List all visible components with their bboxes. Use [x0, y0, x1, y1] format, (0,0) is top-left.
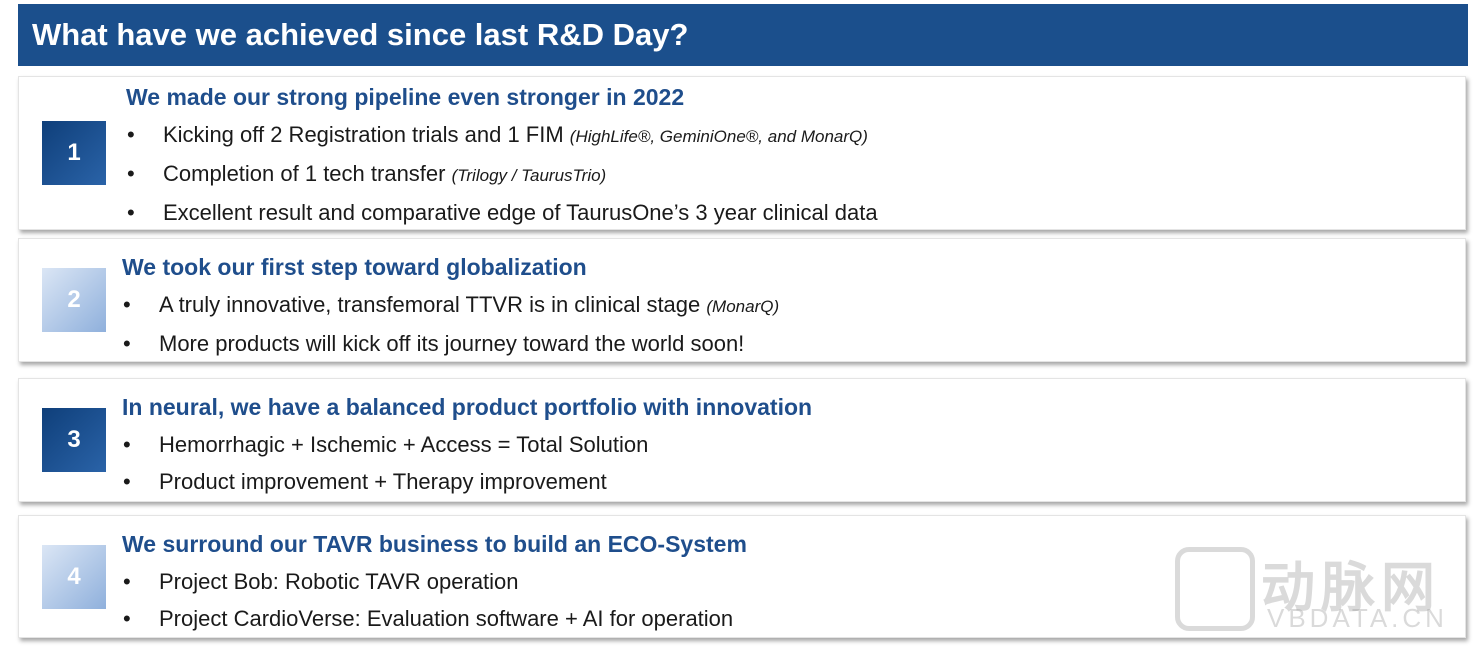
bullet: Excellent result and comparative edge of… — [126, 194, 878, 231]
bullet: Completion of 1 tech transfer (Trilogy /… — [126, 155, 878, 194]
bullet-text: Hemorrhagic + Ischemic + Access = Total … — [159, 432, 649, 457]
title-bar: What have we achieved since last R&D Day… — [18, 4, 1468, 66]
section-number: 3 — [42, 408, 106, 472]
bullet-text: Project CardioVerse: Evaluation software… — [159, 606, 734, 631]
bullet-text: Product improvement + Therapy improvemen… — [159, 469, 607, 494]
bullet-text: A truly innovative, transfemoral TTVR is… — [159, 292, 701, 317]
section-body: We made our strong pipeline even stronge… — [126, 79, 878, 231]
section: 3 In neural, we have a balanced product p… — [18, 378, 1466, 502]
bullet: Kicking off 2 Registration trials and 1 … — [126, 116, 878, 155]
bullet-text: Excellent result and comparative edge of… — [163, 200, 878, 225]
section-number: 2 — [42, 268, 106, 332]
section-number: 4 — [42, 544, 106, 609]
bullet: Project Bob: Robotic TAVR operation — [122, 563, 747, 600]
section: 2 We took our first step toward globaliza… — [18, 238, 1466, 362]
bullet-text: More products will kick off its journey … — [159, 331, 745, 356]
section-heading: We took our first step toward globalizat… — [122, 254, 587, 280]
section-body: We took our first step toward globalizat… — [122, 249, 779, 362]
section-number: 1 — [42, 121, 106, 185]
bullet-text: Completion of 1 tech transfer — [163, 161, 446, 186]
bullet-note: (HighLife®, GeminiOne®, and MonarQ) — [569, 127, 868, 146]
bullet-note: (MonarQ) — [706, 297, 780, 316]
bullet-text: Kicking off 2 Registration trials and 1 … — [163, 122, 564, 147]
section-heading: We made our strong pipeline even stronge… — [126, 84, 685, 110]
section-body: In neural, we have a balanced product po… — [122, 389, 812, 500]
section-heading: In neural, we have a balanced product po… — [122, 394, 813, 420]
bullet: Project CardioVerse: Evaluation software… — [122, 600, 747, 637]
bullet: Hemorrhagic + Ischemic + Access = Total … — [122, 426, 812, 463]
bullet-text: Project Bob: Robotic TAVR operation — [159, 569, 519, 594]
section: 1 We made our strong pipeline even strong… — [18, 76, 1466, 231]
section-heading: We surround our TAVR business to build a… — [122, 531, 747, 557]
section-body: We surround our TAVR business to build a… — [122, 526, 747, 637]
bullet-note: (Trilogy / TaurusTrio) — [451, 166, 607, 185]
bullet: Product improvement + Therapy improvemen… — [122, 463, 812, 500]
bullet: More products will kick off its journey … — [122, 325, 779, 362]
section: 4 We surround our TAVR business to build … — [18, 515, 1466, 638]
bullet: A truly innovative, transfemoral TTVR is… — [122, 286, 779, 325]
